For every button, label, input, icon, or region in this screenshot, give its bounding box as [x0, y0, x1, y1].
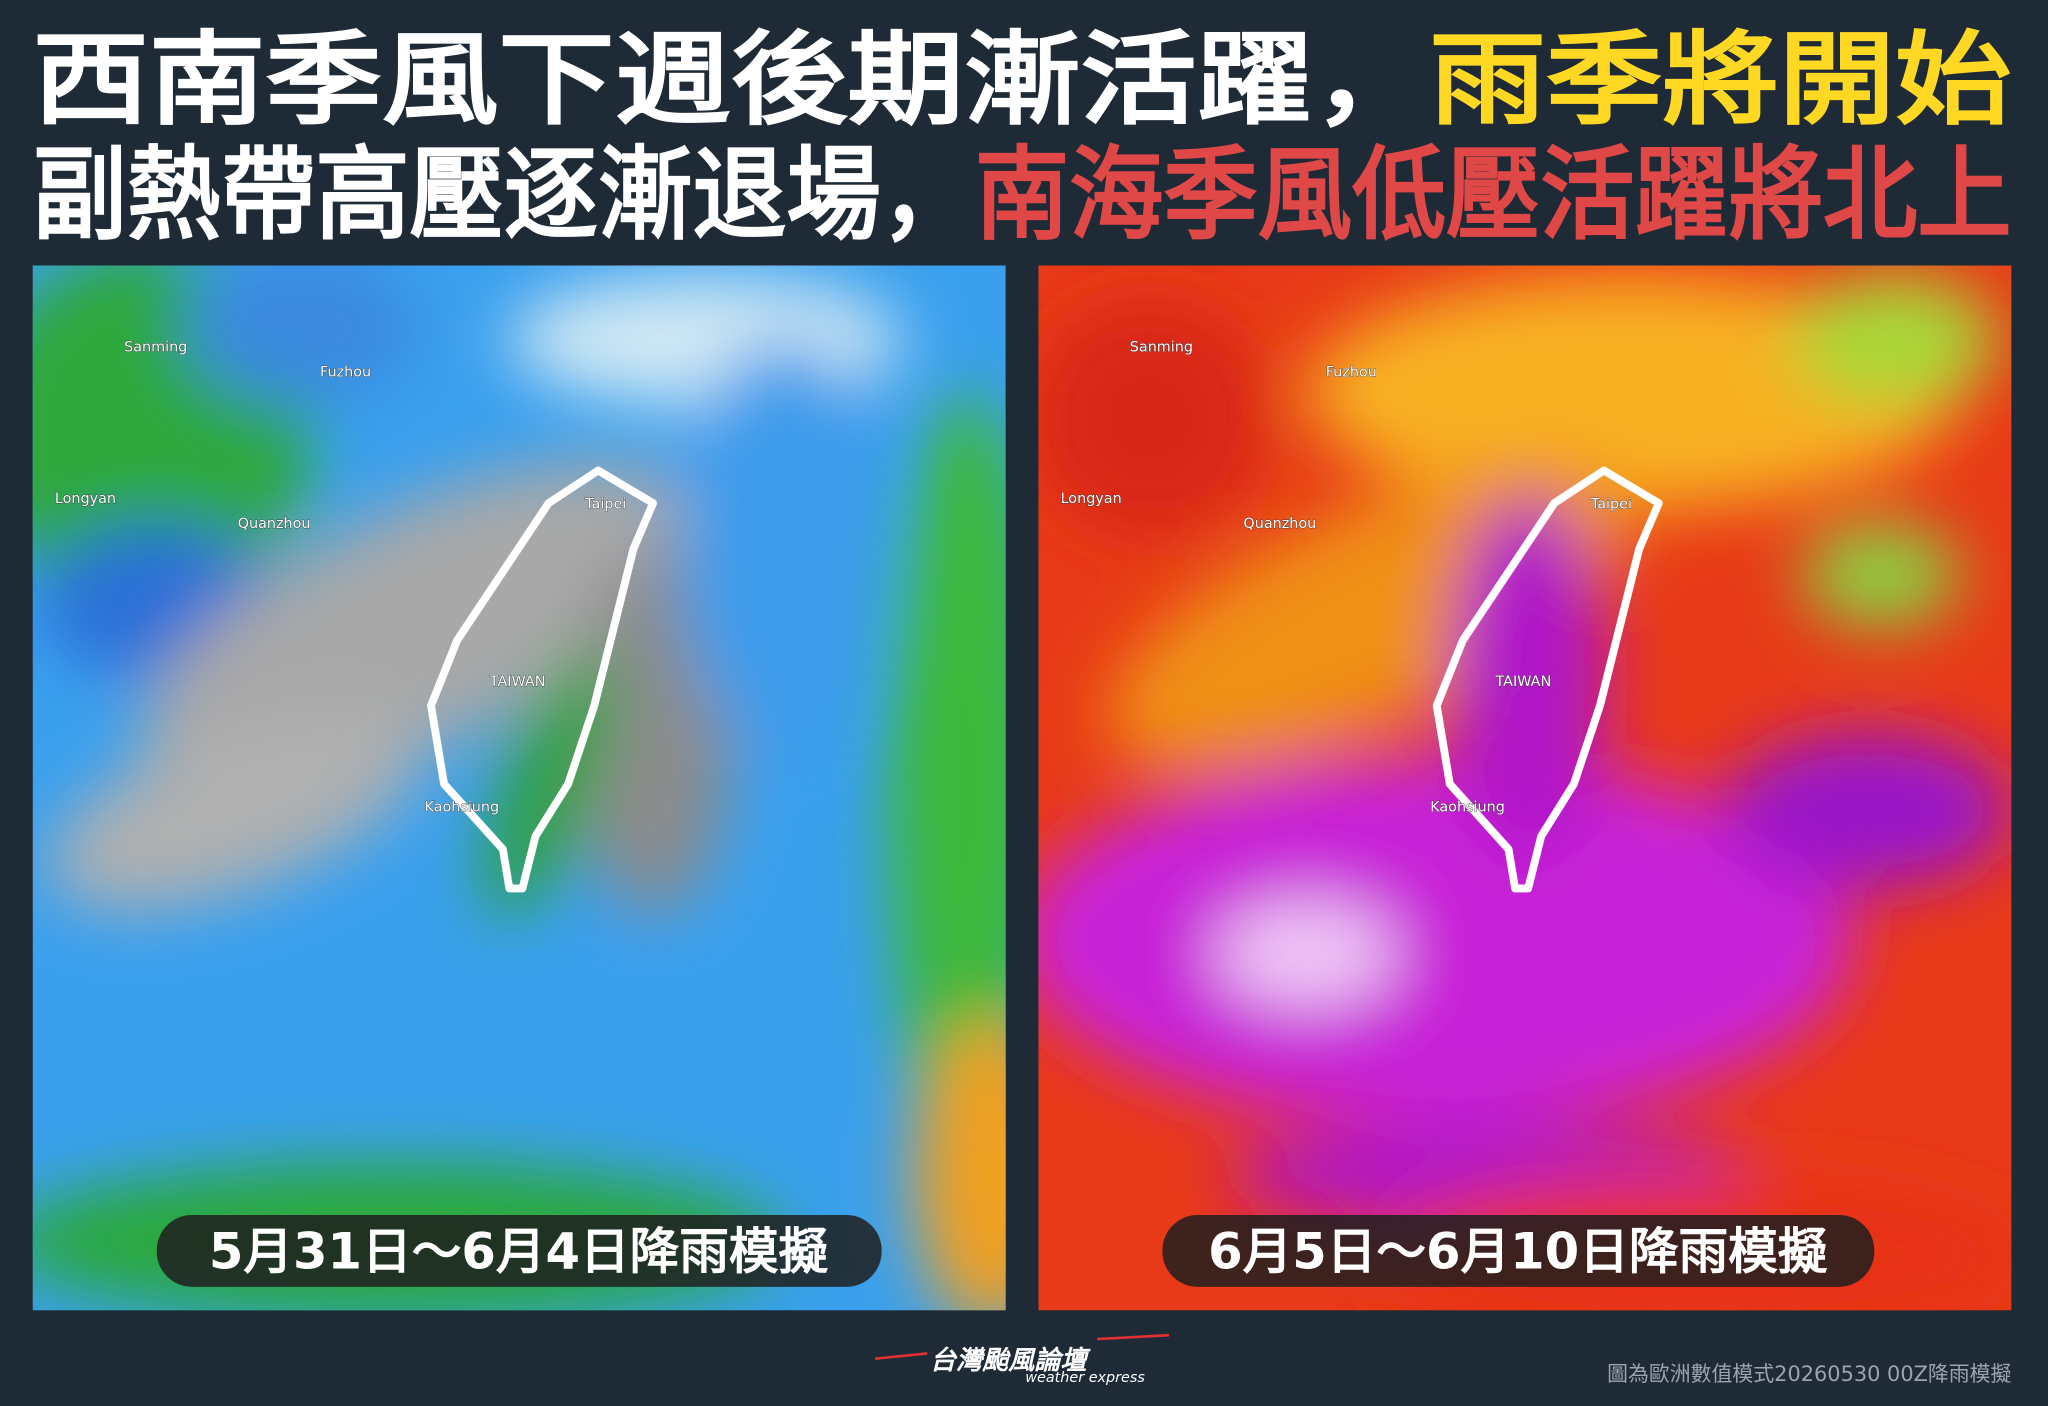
- place-label: Sanming: [1130, 340, 1193, 356]
- map-caption: 6月5日～6月10日降雨模擬: [1208, 1223, 1828, 1281]
- place-label: TAIWAN: [1495, 674, 1552, 690]
- place-label: Taipei: [584, 496, 626, 512]
- place-label: Quanzhou: [1243, 516, 1316, 532]
- title-white: 西南季風下週後期漸活躍，: [33, 21, 1430, 140]
- map-labels: Sanming Fuzhou Longyan Quanzhou Taipei TAIWAN…: [54, 339, 1632, 816]
- logo: 台灣颱風論壇: [930, 1346, 1092, 1376]
- place-label: Sanming: [124, 340, 187, 356]
- caption-pill: [156, 1215, 882, 1287]
- map-right: [1038, 265, 2012, 1311]
- place-label: Kaohsiung: [424, 799, 499, 815]
- title-highlight: 南海季風低壓活躍將北上: [975, 136, 2012, 255]
- place-label: TAIWAN: [489, 674, 546, 690]
- logo-stroke: [874, 1352, 928, 1360]
- map-left: [32, 265, 1006, 1311]
- place-label: Fuzhou: [320, 364, 371, 380]
- title-line-2: 副熱帶高壓逐漸退場，南海季風低壓活躍將北上: [33, 136, 2012, 255]
- place-label: Kaohsiung: [1430, 799, 1505, 815]
- place-label: Longyan: [55, 491, 116, 507]
- logo-tagline: weather express: [1025, 1370, 1145, 1386]
- place-label: Longyan: [1061, 491, 1122, 507]
- map-caption: 5月31日～6月4日降雨模擬: [209, 1223, 829, 1281]
- logo-stroke: [1097, 1333, 1170, 1341]
- title-line-1: 西南季風下週後期漸活躍， 雨季將開始: [33, 21, 2012, 140]
- title-highlight: 雨季將開始: [1429, 21, 2011, 140]
- title-white: 副熱帶高壓逐漸退場，: [33, 136, 975, 255]
- credit: 圖為歐洲數值模式20260530 00Z降雨模擬: [1607, 1362, 2011, 1386]
- place-label: Quanzhou: [238, 516, 311, 532]
- place-label: Taipei: [1590, 496, 1632, 512]
- place-label: Fuzhou: [1326, 364, 1377, 380]
- caption-pill: [1162, 1215, 1875, 1287]
